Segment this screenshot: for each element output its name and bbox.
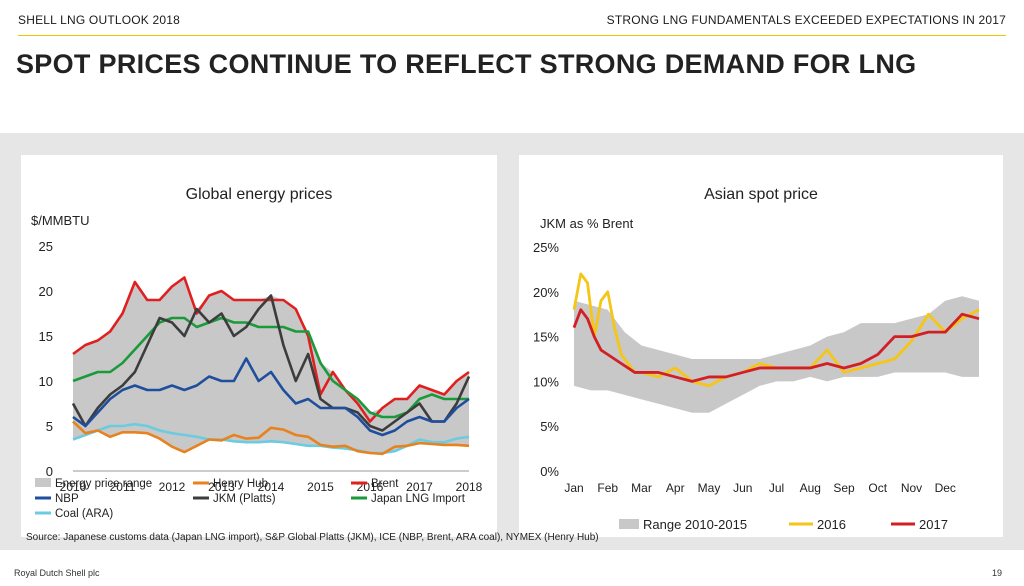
y-tick-label: 15 — [39, 329, 53, 344]
y-tick-label: 15% — [533, 330, 559, 345]
header-divider — [18, 35, 1006, 36]
series-line-nbp — [72, 357, 470, 437]
x-tick-label: 2013 — [208, 480, 235, 494]
x-tick-label: Mar — [631, 481, 652, 495]
legend-label-2017: 2017 — [919, 517, 948, 532]
x-tick-label: May — [698, 481, 721, 495]
x-tick-label: Sep — [833, 481, 855, 495]
y-axis-label: JKM as % Brent — [540, 216, 634, 231]
x-tick-label: Feb — [597, 481, 618, 495]
x-tick-label: 2018 — [456, 480, 483, 494]
y-tick-label: 20 — [39, 284, 53, 299]
x-tick-label: Nov — [901, 481, 922, 495]
legend-label-henry-hub: Henry Hub — [213, 478, 268, 490]
legend-label-japan-lng-import: Japan LNG Import — [371, 493, 466, 505]
y-tick-label: 5% — [540, 419, 559, 434]
header-left: SHELL LNG OUTLOOK 2018 — [18, 13, 181, 27]
x-tick-label: Dec — [935, 481, 956, 495]
asian-spot-card: Asian spot price JKM as % Brent 0% 5% 10% 15%… — [519, 155, 1003, 537]
legend-label-2016: 2016 — [817, 517, 846, 532]
x-tick-label: 2015 — [307, 480, 334, 494]
x-tick-label: Aug — [800, 481, 821, 495]
x-tick-label: Apr — [666, 481, 685, 495]
footer-company: Royal Dutch Shell plc — [14, 568, 100, 578]
legend-label-energy-price-range: Energy price range — [55, 478, 152, 490]
y-tick-label: 0 — [46, 464, 53, 479]
global-energy-chart: Global energy prices $/MMBTU 0 5 10 15 20 25 201… — [31, 186, 483, 520]
series-line-henry-hub — [72, 420, 470, 456]
y-tick-label: 20% — [533, 285, 559, 300]
x-tick-label: 2014 — [258, 480, 285, 494]
chart-title: Global energy prices — [186, 186, 333, 203]
chart-title: Asian spot price — [704, 186, 818, 203]
source-note: Source: Japanese customs data (Japan LNG… — [26, 532, 599, 543]
y-tick-label: 5 — [46, 419, 53, 434]
footer-page-number: 19 — [991, 568, 1002, 578]
y-tick-label: 25 — [39, 239, 53, 254]
legend-label-brent: Brent — [371, 478, 399, 490]
x-tick-label: Oct — [868, 481, 887, 495]
legend-swatch-range-2010-2015 — [619, 519, 639, 529]
series-line-2017 — [572, 308, 980, 383]
page-title: SPOT PRICES CONTINUE TO REFLECT STRONG D… — [16, 49, 917, 79]
global-energy-card: Global energy prices $/MMBTU 0 5 10 15 20 25 201… — [21, 155, 497, 537]
x-tick-label: 2010 — [60, 480, 87, 494]
x-tick-label: Jun — [733, 481, 752, 495]
legend-label-nbp: NBP — [55, 493, 79, 505]
y-tick-label: 0% — [540, 464, 559, 479]
series-line-coal-ara — [72, 422, 470, 455]
x-tick-label: Jul — [769, 481, 784, 495]
x-tick-label: 2017 — [406, 480, 433, 494]
legend-label-coal-ara: Coal (ARA) — [55, 508, 113, 520]
x-tick-label: 2012 — [159, 480, 186, 494]
charts-panel: Global energy prices $/MMBTU 0 5 10 15 20 25 201… — [0, 133, 1024, 550]
y-tick-label: 25% — [533, 240, 559, 255]
range-2010-2015-area — [574, 296, 979, 413]
x-tick-label: 2011 — [110, 480, 136, 494]
y-axis-label: $/MMBTU — [31, 213, 90, 228]
series-line-jkm-platts — [71, 294, 471, 432]
legend-label-jkm-platts: JKM (Platts) — [213, 493, 276, 505]
legend-label-range-2010-2015: Range 2010-2015 — [643, 517, 747, 532]
legend-swatch-energy-price-range — [35, 478, 51, 487]
asian-spot-chart: Asian spot price JKM as % Brent 0% 5% 10% 15%… — [533, 186, 980, 532]
x-tick-label: Jan — [564, 481, 583, 495]
header-right: STRONG LNG FUNDAMENTALS EXCEEDED EXPECTA… — [606, 13, 1006, 27]
y-tick-label: 10 — [39, 374, 53, 389]
y-tick-label: 10% — [533, 374, 559, 389]
